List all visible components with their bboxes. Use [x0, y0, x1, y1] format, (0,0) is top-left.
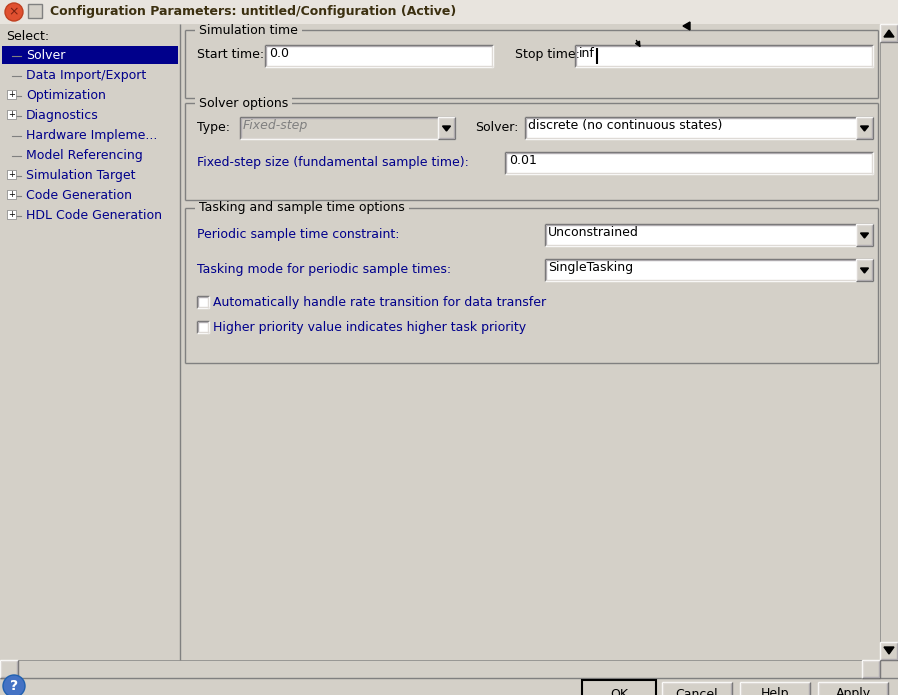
Bar: [0, 660, 880, 678]
Text: Type:: Type:: [197, 121, 230, 134]
Text: Start time:: Start time:: [197, 48, 264, 61]
Text: Tasking mode for periodic sample times:: Tasking mode for periodic sample times:: [197, 263, 451, 276]
Bar: [880, 24, 898, 660]
Bar: [7, 90, 16, 99]
Text: HDL Code Generation: HDL Code Generation: [26, 209, 162, 222]
Bar: [880, 24, 898, 42]
Bar: [856, 117, 873, 139]
Bar: [7, 190, 16, 199]
Text: +: +: [8, 210, 15, 219]
Polygon shape: [860, 268, 868, 273]
Text: +: +: [8, 90, 15, 99]
Bar: [7, 110, 16, 119]
Bar: [7, 210, 16, 219]
Text: Data Import/Export: Data Import/Export: [26, 69, 146, 82]
Text: Solver options: Solver options: [195, 97, 292, 110]
Text: +: +: [8, 110, 15, 119]
Text: inf: inf: [579, 47, 594, 60]
Text: Code Generation: Code Generation: [26, 189, 132, 202]
Text: Optimization: Optimization: [26, 89, 106, 102]
Text: Apply: Apply: [835, 687, 870, 695]
Bar: [545, 224, 873, 246]
Bar: [880, 660, 898, 678]
Text: Unconstrained: Unconstrained: [548, 226, 638, 239]
Circle shape: [3, 675, 25, 695]
Polygon shape: [860, 126, 868, 131]
Bar: [662, 682, 732, 695]
Text: Higher priority value indicates higher task priority: Higher priority value indicates higher t…: [213, 321, 526, 334]
Text: Simulation time: Simulation time: [195, 24, 302, 37]
Bar: [856, 224, 873, 246]
Bar: [818, 682, 888, 695]
Polygon shape: [683, 22, 690, 30]
Bar: [2, 46, 178, 64]
Bar: [575, 45, 873, 67]
Bar: [0, 678, 898, 695]
Text: Select:: Select:: [6, 30, 49, 43]
Bar: [582, 680, 656, 695]
Bar: [880, 642, 898, 660]
Text: Periodic sample time constraint:: Periodic sample time constraint:: [197, 228, 400, 241]
Text: Solver: Solver: [26, 49, 66, 62]
Text: Fixed-step size (fundamental sample time):: Fixed-step size (fundamental sample time…: [197, 156, 469, 169]
Text: Fixed-step: Fixed-step: [243, 119, 308, 132]
Text: 0.0: 0.0: [269, 47, 289, 60]
Bar: [0, 0, 898, 24]
Bar: [197, 296, 209, 308]
Bar: [7, 170, 16, 179]
Bar: [545, 259, 873, 281]
Text: Model Referencing: Model Referencing: [26, 149, 143, 162]
Text: discrete (no continuous states): discrete (no continuous states): [528, 119, 722, 132]
Bar: [265, 45, 493, 67]
Text: Hardware Impleme...: Hardware Impleme...: [26, 129, 157, 142]
Text: Automatically handle rate transition for data transfer: Automatically handle rate transition for…: [213, 296, 546, 309]
Bar: [240, 117, 455, 139]
Bar: [505, 152, 873, 174]
Text: ?: ?: [10, 679, 18, 693]
Text: Help: Help: [761, 687, 789, 695]
Text: Solver:: Solver:: [475, 121, 518, 134]
Text: Tasking and sample time options: Tasking and sample time options: [195, 202, 409, 215]
Text: +: +: [8, 170, 15, 179]
Bar: [856, 259, 873, 281]
Text: Cancel: Cancel: [675, 687, 718, 695]
Text: OK: OK: [610, 687, 628, 695]
Bar: [197, 321, 209, 333]
Polygon shape: [884, 647, 894, 654]
Text: Configuration Parameters: untitled/Configuration (Active): Configuration Parameters: untitled/Confi…: [50, 6, 456, 19]
Text: Diagnostics: Diagnostics: [26, 109, 99, 122]
Text: +: +: [8, 190, 15, 199]
Polygon shape: [860, 233, 868, 238]
Text: Stop time:: Stop time:: [515, 48, 580, 61]
Bar: [584, 682, 654, 695]
Text: 0.01: 0.01: [509, 154, 537, 167]
Bar: [0, 660, 18, 678]
Circle shape: [5, 3, 23, 21]
Bar: [0, 24, 180, 660]
Text: SingleTasking: SingleTasking: [548, 261, 633, 274]
Bar: [862, 660, 880, 678]
Bar: [525, 117, 873, 139]
Polygon shape: [443, 126, 451, 131]
Bar: [438, 117, 455, 139]
Polygon shape: [884, 30, 894, 37]
Bar: [740, 682, 810, 695]
Bar: [28, 4, 42, 18]
Text: ×: ×: [9, 6, 19, 19]
Text: Simulation Target: Simulation Target: [26, 169, 136, 182]
